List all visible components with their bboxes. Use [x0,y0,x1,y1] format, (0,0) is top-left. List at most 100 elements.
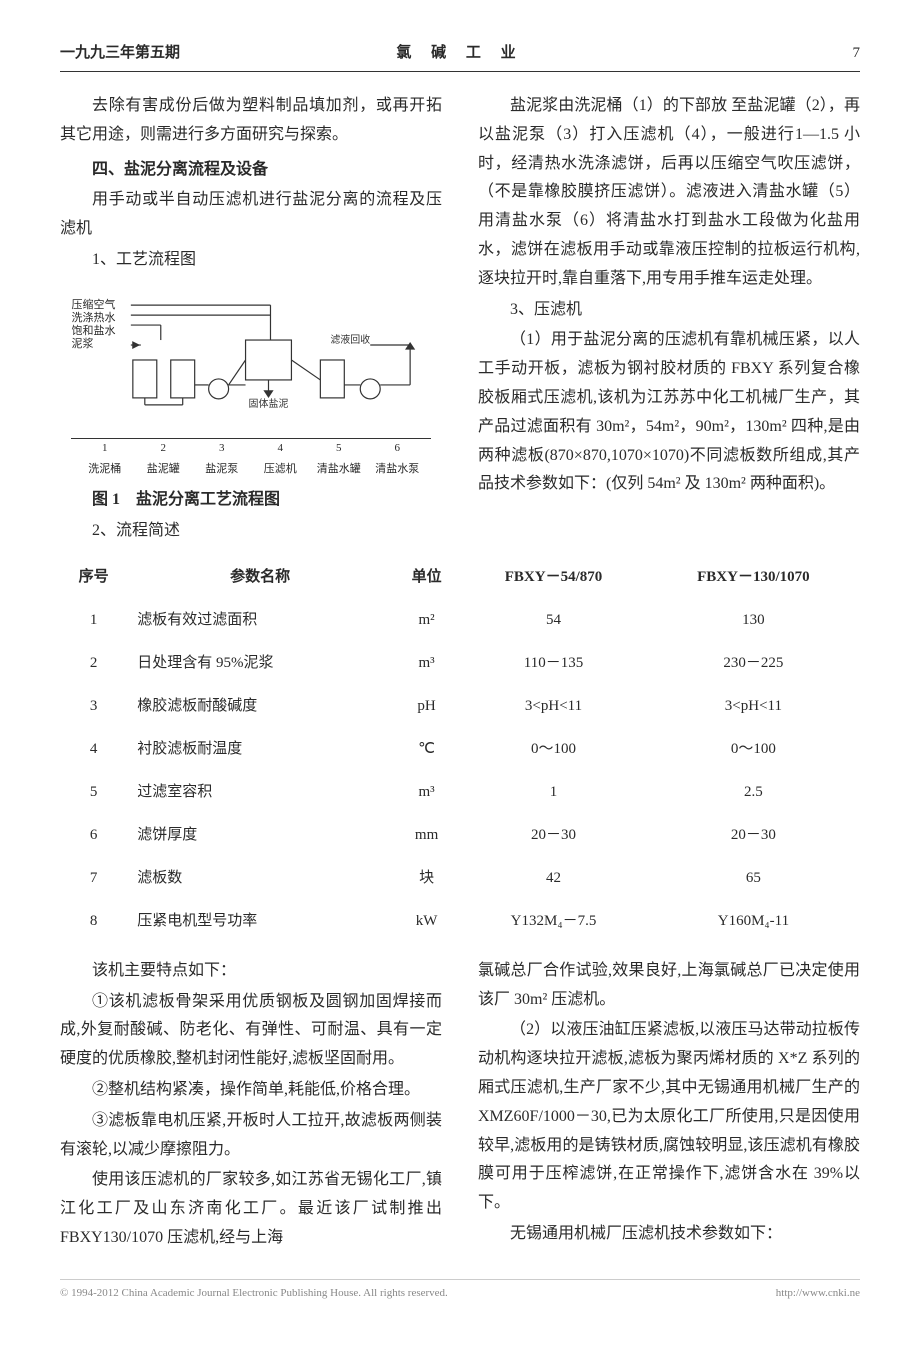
fig-label-brine: 饱和盐水 [71,325,115,338]
th-unit: 单位 [393,556,460,599]
para-d2: （2）以液压油缸压紧滤板,以液压马达带动拉板传动机构逐块拉开滤板,滤板为聚丙烯材… [478,1016,860,1218]
footer-copyright: © 1994-2012 China Academic Journal Elect… [60,1284,448,1304]
table-cell: 0～100 [647,728,860,771]
table-row: 6滤饼厚度mm20－3020－30 [60,814,860,857]
para-1: 去除有害成份后做为塑料制品填加剂，或再开拓其它用途，则需进行多方面研究与探索。 [60,92,442,150]
table-cell: 滤饼厚度 [127,814,393,857]
fig-label-solid: 固体盐泥 [249,397,289,410]
table-cell: m³ [393,642,460,685]
table-cell: 滤板数 [127,857,393,900]
table-cell: 2.5 [647,771,860,814]
table-cell: 块 [393,857,460,900]
para-d1: 氯碱总厂合作试验,效果良好,上海氯碱总厂已决定使用该厂 30m² 压滤机。 [478,957,860,1015]
table-header-row: 序号 参数名称 单位 FBXY－54/870 FBXY－130/1070 [60,556,860,599]
table-cell: 3<pH<11 [460,685,647,728]
fig-num-2: 2 [134,439,193,459]
table-row: 5过滤室容积m³12.5 [60,771,860,814]
footer-url: http://www.cnki.ne [776,1284,860,1304]
fig-label-air: 压缩空气 [71,299,115,312]
th-name: 参数名称 [127,556,393,599]
table-cell: 1 [460,771,647,814]
table-cell: 20－30 [647,814,860,857]
table-cell: mm [393,814,460,857]
table-row: 8压紧电机型号功率kWY132M₄－7.5Y160M₄-11 [60,900,860,943]
fig-num-5: 5 [310,439,369,459]
table-cell: 滤板有效过滤面积 [127,599,393,642]
fig-num-3: 3 [192,439,251,459]
fig-lbl-6: 清盐水泵 [368,460,427,480]
table-cell: 0～100 [460,728,647,771]
table-cell: 3 [60,685,127,728]
table-cell: 2 [60,642,127,685]
fig-lbl-3: 盐泥泵 [192,460,251,480]
parameter-table: 序号 参数名称 单位 FBXY－54/870 FBXY－130/1070 1滤板… [60,556,860,943]
subitem-3: 3、压滤机 [478,296,860,325]
header-journal: 氯 碱 工 业 [327,40,594,67]
table-cell: pH [393,685,460,728]
table-cell: 过滤室容积 [127,771,393,814]
para-d3: 无锡通用机械厂压滤机技术参数如下： [478,1220,860,1249]
table-cell: 1 [60,599,127,642]
table-cell: 110－135 [460,642,647,685]
table-cell: 衬胶滤板耐温度 [127,728,393,771]
heading-4: 四、盐泥分离流程及设备 [60,156,442,185]
table-cell: 5 [60,771,127,814]
column-left-2: 该机主要特点如下： ①该机滤板骨架采用优质钢板及圆钢加固焊接而成,外复耐酸碱、防… [60,957,442,1255]
column-right-2: 氯碱总厂合作试验,效果良好,上海氯碱总厂已决定使用该厂 30m² 压滤机。 （2… [478,957,860,1255]
table-cell: 7 [60,857,127,900]
para-c1: 该机主要特点如下： [60,957,442,986]
th-model2: FBXY－130/1070 [647,556,860,599]
table-cell: 54 [460,599,647,642]
page-footer: © 1994-2012 China Academic Journal Elect… [60,1279,860,1304]
table-cell: Y132M₄－7.5 [460,900,647,943]
table-cell: 8 [60,900,127,943]
flowchart-svg: 滤液回收 固体盐泥 [71,285,430,425]
page-header: 一九九三年第五期 氯 碱 工 业 7 [60,40,860,72]
table-cell: 230－225 [647,642,860,685]
para-c5: 使用该压滤机的厂家较多,如江苏省无锡化工厂,镇江化工厂及山东济南化工厂。最近该厂… [60,1166,442,1252]
table-cell: 42 [460,857,647,900]
table-cell: 4 [60,728,127,771]
column-left: 去除有害成份后做为塑料制品填加剂，或再开拓其它用途，则需进行多方面研究与探索。 … [60,92,442,548]
table-cell: Y160M₄-11 [647,900,860,943]
table-cell: ℃ [393,728,460,771]
para-2: 用手动或半自动压滤机进行盐泥分离的流程及压滤机 [60,186,442,244]
fig-label-mud: 泥浆 [71,338,115,351]
fig-num-4: 4 [251,439,310,459]
bottom-columns: 该机主要特点如下： ①该机滤板骨架采用优质钢板及圆钢加固焊接而成,外复耐酸碱、防… [60,957,860,1255]
th-model1: FBXY－54/870 [460,556,647,599]
fig-label-recycle: 滤液回收 [331,333,371,346]
table-row: 3橡胶滤板耐酸碱度pH3<pH<113<pH<11 [60,685,860,728]
column-right: 盐泥浆由洗泥桶（1）的下部放 至盐泥罐（2），再以盐泥泵（3）打入压滤机（4），… [478,92,860,548]
header-pagenum: 7 [593,40,860,67]
table-row: 4衬胶滤板耐温度℃0～1000～100 [60,728,860,771]
table-cell: 6 [60,814,127,857]
fig-lbl-4: 压滤机 [251,460,310,480]
para-b2: （1）用于盐泥分离的压滤机有靠机械压紧，以人工手动开板，滤板为钢衬胶材质的 FB… [478,326,860,499]
figure-bottom-numbers: 1 2 3 4 5 6 [71,438,430,459]
table-cell: 压紧电机型号功率 [127,900,393,943]
table-cell: 65 [647,857,860,900]
figure-caption: 图 1 盐泥分离工艺流程图 [60,486,442,515]
para-c3: ②整机结构紧凑，操作简单,耗能低,价格合理。 [60,1076,442,1105]
figure-1: 压缩空气 洗涤热水 饱和盐水 泥浆 [71,285,430,480]
figure-bottom-labels: 洗泥桶 盐泥罐 盐泥泵 压滤机 清盐水罐 清盐水泵 [71,460,430,480]
fig-num-6: 6 [368,439,427,459]
para-c2: ①该机滤板骨架采用优质钢板及圆钢加固焊接而成,外复耐酸碱、防老化、有弹性、可耐温… [60,988,442,1074]
table-cell: m³ [393,771,460,814]
table-cell: kW [393,900,460,943]
table-cell: 日处理含有 95%泥浆 [127,642,393,685]
table-body: 1滤板有效过滤面积m²541302日处理含有 95%泥浆m³110－135230… [60,599,860,943]
fig-num-1: 1 [75,439,134,459]
table-cell: 橡胶滤板耐酸碱度 [127,685,393,728]
top-columns: 去除有害成份后做为塑料制品填加剂，或再开拓其它用途，则需进行多方面研究与探索。 … [60,92,860,548]
table-row: 1滤板有效过滤面积m²54130 [60,599,860,642]
subitem-1: 1、工艺流程图 [60,246,442,275]
table-cell: m² [393,599,460,642]
table-cell: 20－30 [460,814,647,857]
fig-lbl-1: 洗泥桶 [75,460,134,480]
table-cell: 3<pH<11 [647,685,860,728]
fig-lbl-2: 盐泥罐 [134,460,193,480]
table-row: 2日处理含有 95%泥浆m³110－135230－225 [60,642,860,685]
para-c4: ③滤板靠电机压紧,开板时人工拉开,故滤板两侧装有滚轮,以减少摩擦阻力。 [60,1107,442,1165]
